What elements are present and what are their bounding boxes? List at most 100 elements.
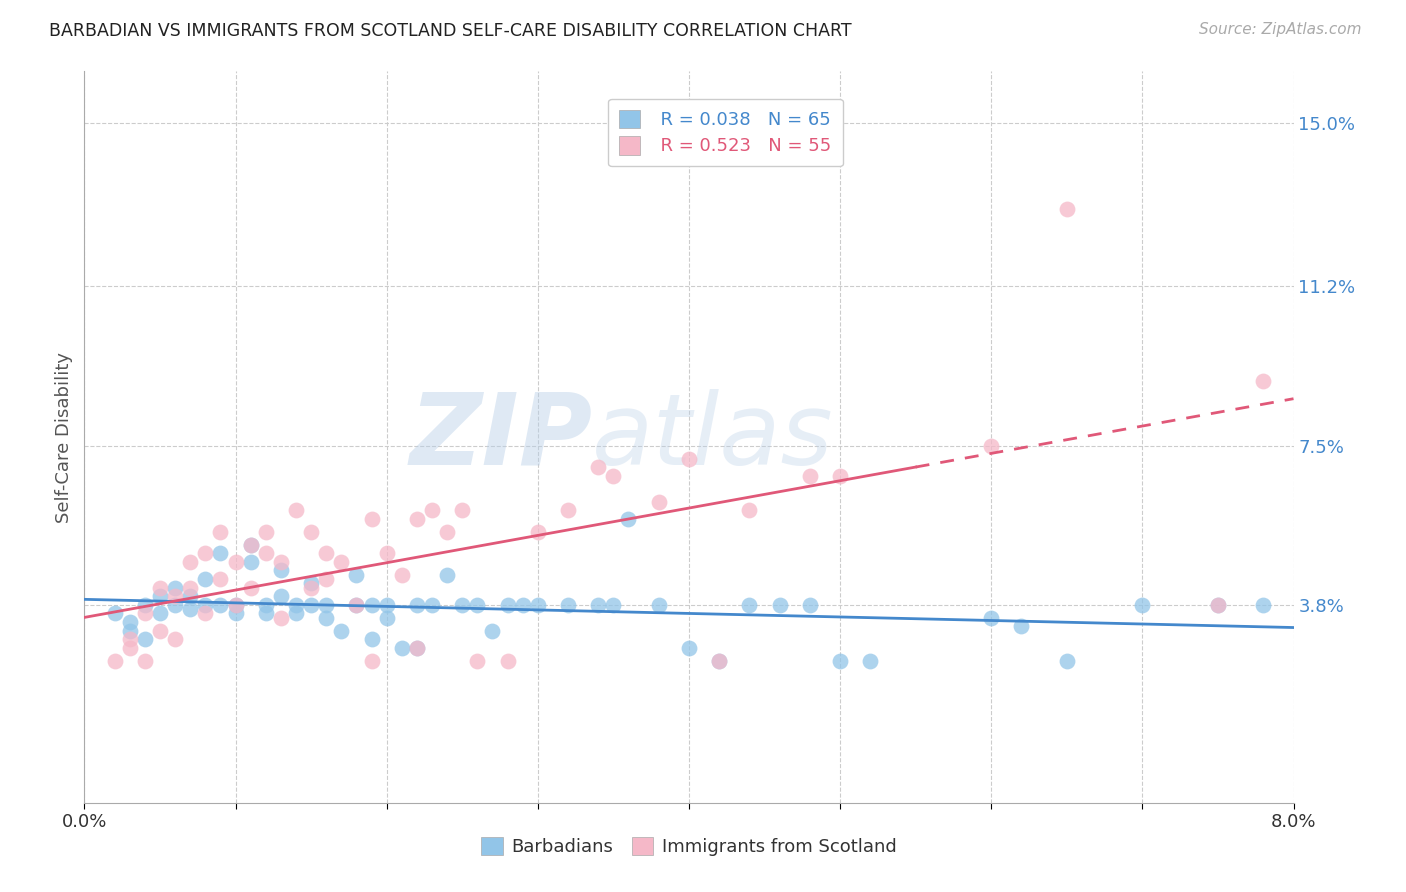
Point xyxy=(391,567,413,582)
Point xyxy=(179,581,201,595)
Point xyxy=(496,654,519,668)
Point xyxy=(330,624,353,638)
Point xyxy=(179,555,201,569)
Text: ZIP: ZIP xyxy=(409,389,592,485)
Point xyxy=(254,607,277,621)
Point xyxy=(980,439,1002,453)
Point xyxy=(194,607,217,621)
Point xyxy=(1253,374,1275,388)
Point xyxy=(481,624,503,638)
Point xyxy=(165,598,187,612)
Point xyxy=(285,607,308,621)
Point xyxy=(360,512,382,526)
Point xyxy=(738,598,761,612)
Point xyxy=(254,524,277,539)
Point xyxy=(134,654,156,668)
Point xyxy=(527,524,550,539)
Point xyxy=(980,611,1002,625)
Point xyxy=(315,611,337,625)
Point xyxy=(194,546,217,560)
Point xyxy=(118,640,141,655)
Point xyxy=(527,598,550,612)
Point xyxy=(420,598,443,612)
Point xyxy=(194,572,217,586)
Point xyxy=(209,572,232,586)
Point xyxy=(617,512,640,526)
Point xyxy=(436,567,458,582)
Point xyxy=(315,546,337,560)
Point xyxy=(209,546,232,560)
Point xyxy=(225,607,247,621)
Point xyxy=(118,624,141,638)
Point xyxy=(239,581,262,595)
Point xyxy=(346,598,368,612)
Point xyxy=(799,598,821,612)
Point xyxy=(134,632,156,647)
Point xyxy=(149,624,172,638)
Point xyxy=(270,589,292,603)
Point xyxy=(225,598,247,612)
Point xyxy=(165,581,187,595)
Point xyxy=(467,598,489,612)
Point xyxy=(406,640,429,655)
Point xyxy=(118,615,141,629)
Point xyxy=(648,598,671,612)
Point xyxy=(678,451,700,466)
Point xyxy=(299,581,322,595)
Point xyxy=(118,632,141,647)
Point xyxy=(194,598,217,612)
Point xyxy=(1056,654,1078,668)
Point xyxy=(859,654,882,668)
Point xyxy=(769,598,792,612)
Point xyxy=(239,555,262,569)
Point xyxy=(1132,598,1154,612)
Point xyxy=(588,460,610,475)
Legend: Barbadians, Immigrants from Scotland: Barbadians, Immigrants from Scotland xyxy=(470,826,908,867)
Point xyxy=(588,598,610,612)
Point xyxy=(285,598,308,612)
Point xyxy=(104,607,127,621)
Point xyxy=(451,503,474,517)
Point xyxy=(270,555,292,569)
Point xyxy=(299,524,322,539)
Point xyxy=(179,602,201,616)
Point xyxy=(209,598,232,612)
Point xyxy=(299,576,322,591)
Point xyxy=(360,598,382,612)
Point xyxy=(104,654,127,668)
Point xyxy=(346,567,368,582)
Point xyxy=(315,598,337,612)
Point xyxy=(375,611,398,625)
Point xyxy=(406,512,429,526)
Text: atlas: atlas xyxy=(592,389,834,485)
Point xyxy=(254,546,277,560)
Point xyxy=(799,468,821,483)
Point xyxy=(1253,598,1275,612)
Point xyxy=(165,632,187,647)
Point xyxy=(346,598,368,612)
Point xyxy=(451,598,474,612)
Point xyxy=(239,538,262,552)
Point xyxy=(602,598,624,612)
Point xyxy=(738,503,761,517)
Point xyxy=(467,654,489,668)
Point xyxy=(315,572,337,586)
Point xyxy=(1206,598,1229,612)
Point xyxy=(209,524,232,539)
Point xyxy=(165,589,187,603)
Point xyxy=(496,598,519,612)
Point xyxy=(436,524,458,539)
Point xyxy=(330,555,353,569)
Text: BARBADIAN VS IMMIGRANTS FROM SCOTLAND SELF-CARE DISABILITY CORRELATION CHART: BARBADIAN VS IMMIGRANTS FROM SCOTLAND SE… xyxy=(49,22,852,40)
Point xyxy=(391,640,413,655)
Point xyxy=(239,538,262,552)
Point xyxy=(709,654,731,668)
Y-axis label: Self-Care Disability: Self-Care Disability xyxy=(55,351,73,523)
Point xyxy=(225,555,247,569)
Point xyxy=(830,468,852,483)
Point xyxy=(1011,619,1033,633)
Point xyxy=(648,494,671,508)
Point xyxy=(1056,202,1078,216)
Point xyxy=(406,598,429,612)
Point xyxy=(179,589,201,603)
